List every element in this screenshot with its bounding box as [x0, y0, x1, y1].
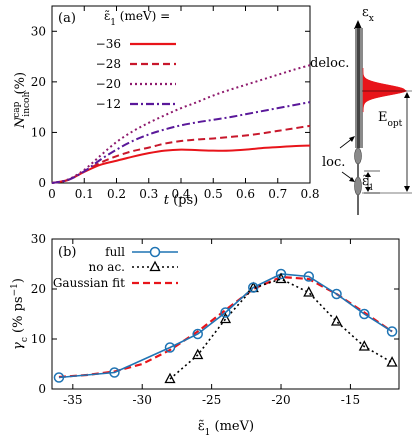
panel-b-frame [51, 238, 400, 390]
panel-b-label: (b) [58, 245, 76, 260]
panel-a-xtick-label: 0.7 [268, 187, 287, 201]
panel-a-xtick-label: 0.2 [107, 187, 126, 201]
panel-b-marker-triangle [330, 315, 343, 326]
panel-a-series-line [51, 64, 311, 184]
panel-b-marker-triangle [219, 312, 232, 324]
panel-a-ytick-label: 0 [38, 176, 46, 190]
panel-a-xtick-label: 0 [48, 187, 56, 201]
panel-b-marker-circle [386, 326, 398, 337]
panel-a-xtick-label: 0.6 [236, 187, 255, 201]
energy-schematic: εx deloc. Eopt loc. ε̃1 [310, 5, 412, 215]
panel-b-legend-label: Gaussian fit [53, 276, 125, 290]
panel-b-ytick-label: 10 [31, 332, 46, 346]
panel-b-marker-circle [275, 268, 287, 280]
panel-b-series-line [169, 278, 393, 380]
panel-b-xtick-label: -20 [271, 393, 290, 407]
panel-a-ytick-label: 10 [31, 125, 46, 139]
panel-b-marker-circle [164, 342, 176, 353]
panel-b-chart: -35 -30 -25 -20 -15 0 10 20 30 (b) ε̃1 (meV) γc … [10, 232, 400, 438]
loc-state-2 [354, 176, 362, 196]
panel-b-ytick-label: 0 [38, 382, 46, 396]
energy-axis-label: εx [362, 5, 374, 24]
panel-b-marker-circle [303, 271, 315, 282]
energy-axis-arrow [354, 20, 362, 29]
panel-b-legend-marker [149, 260, 161, 272]
panel-a-legend-label: −28 [96, 57, 121, 71]
panel-b-legend-label: no ac. [89, 260, 125, 274]
panel-a-xlabel: t (ps) [164, 193, 199, 208]
panel-a-chart: 0 0.1 0.2 0.3 0.4 0.5 0.6 0.7 0.8 0 10 20 30 (a) t (… [12, 5, 320, 208]
panel-a-series-line [51, 124, 311, 184]
e-opt-label: Eopt [378, 110, 403, 129]
panel-b-xtick-label: -35 [63, 393, 82, 407]
loc-state-1 [354, 147, 362, 165]
panel-b-legend-marker [149, 246, 161, 258]
panel-b-marker-circle [359, 308, 370, 320]
loc-pointer-1-head [349, 136, 355, 142]
panel-b-marker-triangle [164, 372, 176, 384]
panel-b-marker-triangle [386, 356, 398, 367]
panel-b-xlabel: ε̃1 (meV) [198, 419, 254, 438]
loc-pointer-2-head [349, 177, 355, 182]
panel-a-series-line [51, 101, 311, 184]
panel-a-xtick-label: 0.4 [171, 187, 190, 201]
panel-b-xtick-label: -30 [133, 393, 152, 407]
panel-a-ytick-label: 30 [31, 24, 46, 38]
panel-b-marker-circle [220, 307, 231, 318]
panel-b-marker-circle [53, 372, 65, 383]
deloc-label: deloc. [310, 56, 349, 71]
e-opt-arrow-top [404, 92, 410, 98]
panel-a-xtick-label: 0.8 [300, 187, 319, 201]
panel-b-ytick-label: 20 [31, 282, 46, 296]
panel-a-ytick-label: 20 [31, 75, 46, 89]
panel-b-legend-label: full [105, 245, 125, 259]
panel-b-ytick-label: 30 [31, 232, 46, 246]
panel-b-marker-circle [109, 367, 120, 378]
panel-b-series-line [58, 273, 393, 379]
panel-b-marker-circle [192, 328, 203, 340]
panel-a-xtick-label: 0.5 [204, 187, 223, 201]
loc-label: loc. [322, 155, 345, 170]
eps1-arrow-top [365, 172, 371, 177]
panel-a-ylabel: Nincohcap (%) [12, 72, 32, 129]
deloc-band-core [357, 28, 360, 148]
panel-b-marker-triangle [358, 340, 370, 351]
panel-b-xtick-label: -25 [202, 393, 221, 407]
panel-b-ylabel: γc (% ps−1) [10, 278, 30, 350]
panel-a-legend: ε̃1 (meV) = −36 −28 −20 −12 [96, 9, 176, 111]
panel-a-legend-label: −12 [96, 97, 121, 111]
e-opt-arrow-bottom [404, 186, 410, 192]
eps1-label: ε̃1 [362, 174, 374, 192]
panel-b-marker-triangle [303, 286, 315, 297]
panel-a-xtick-label: 0.1 [75, 187, 94, 201]
panel-b-xtick-label: -15 [341, 393, 360, 407]
panel-a-series-line [51, 144, 311, 184]
panel-a-legend-label: −20 [96, 77, 121, 91]
panel-b-marker-triangle [192, 348, 204, 360]
panel-a-legend-title: ε̃1 (meV) = [104, 9, 170, 28]
panel-a-frame [51, 5, 311, 184]
panel-b-marker-circle [248, 282, 259, 293]
eps1-arrow-bottom [365, 187, 371, 192]
optical-peak [362, 67, 408, 113]
panel-a-legend-label: −36 [96, 37, 121, 51]
panel-b-marker-circle [331, 288, 342, 300]
panel-a-label: (a) [58, 11, 76, 26]
panel-a-xtick-label: 0.3 [139, 187, 158, 201]
